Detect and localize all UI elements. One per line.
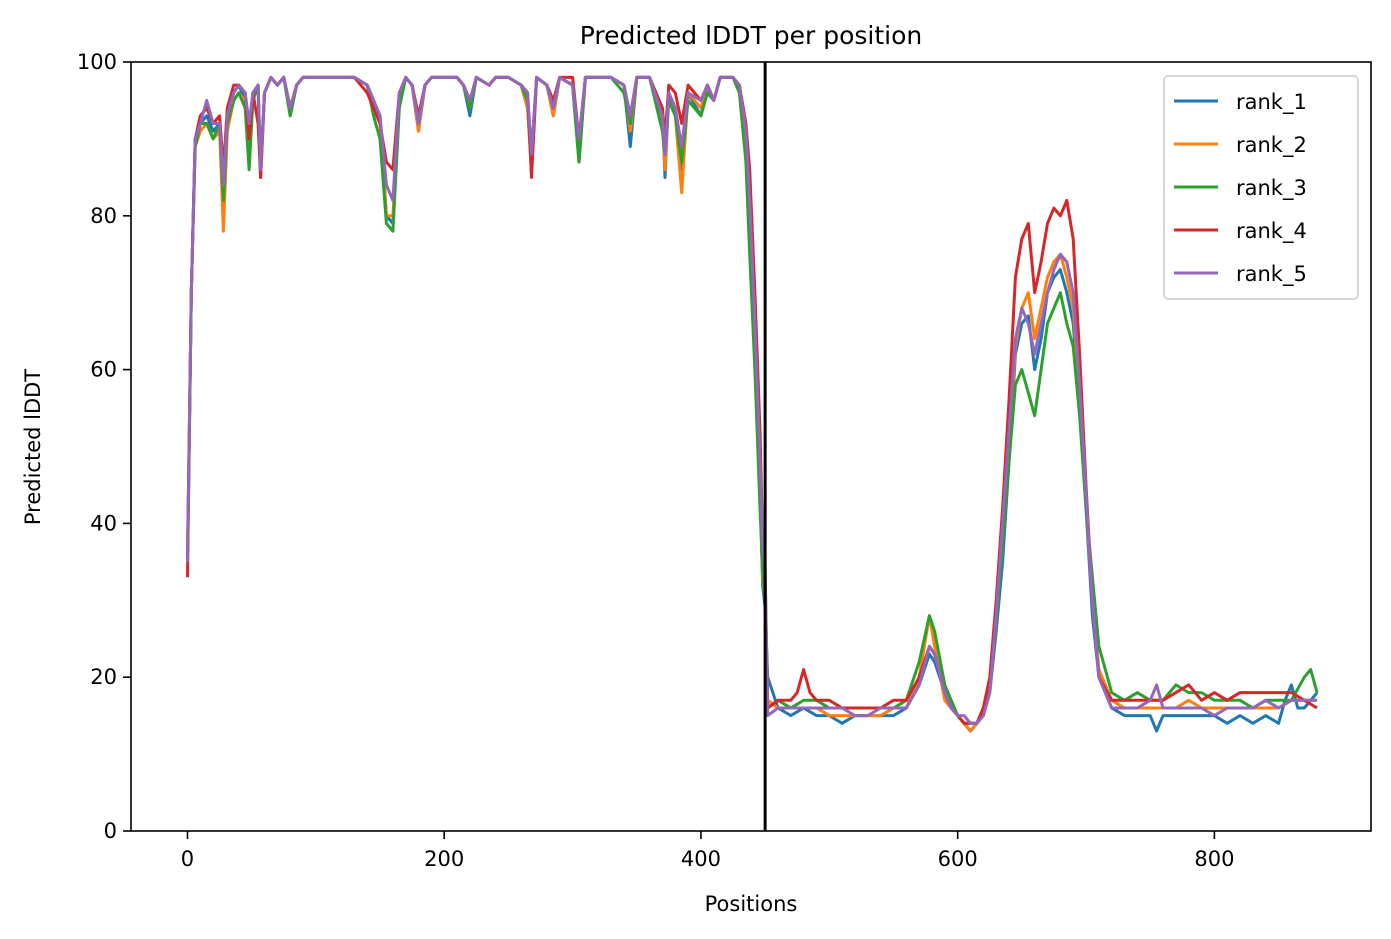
legend-label-rank-3: rank_3 [1236,176,1307,201]
y-tick-label: 0 [104,819,117,843]
legend: rank_1 rank_2 rank_3 rank_4 rank_5 [1163,75,1359,300]
y-tick-label: 20 [90,665,117,689]
plot-frame [130,61,1372,832]
x-tick-label: 400 [681,847,721,871]
x-tick-label: 600 [938,847,978,871]
y-axis: 0 20 40 60 80 100 [77,50,131,843]
x-tick-label: 200 [424,847,464,871]
y-tick-label: 80 [90,204,117,228]
series-line-rank-5 [186,75,1318,725]
legend-label-rank-5: rank_5 [1236,262,1307,287]
series-layer [186,75,1319,733]
legend-label-rank-4: rank_4 [1236,219,1307,244]
x-tick-label: 0 [181,847,194,871]
x-tick-label: 800 [1194,847,1234,871]
y-tick-label: 60 [90,358,117,382]
y-tick-label: 100 [77,50,117,74]
y-axis-title: Predicted lDDT [21,369,45,525]
x-axis: 0 200 400 600 800 [181,831,1234,871]
y-tick-label: 40 [90,511,117,535]
legend-box [1163,75,1359,300]
x-axis-title: Positions [705,892,798,916]
chart-title: Predicted lDDT per position [580,21,922,50]
legend-label-rank-1: rank_1 [1236,90,1307,115]
legend-label-rank-2: rank_2 [1236,133,1307,158]
